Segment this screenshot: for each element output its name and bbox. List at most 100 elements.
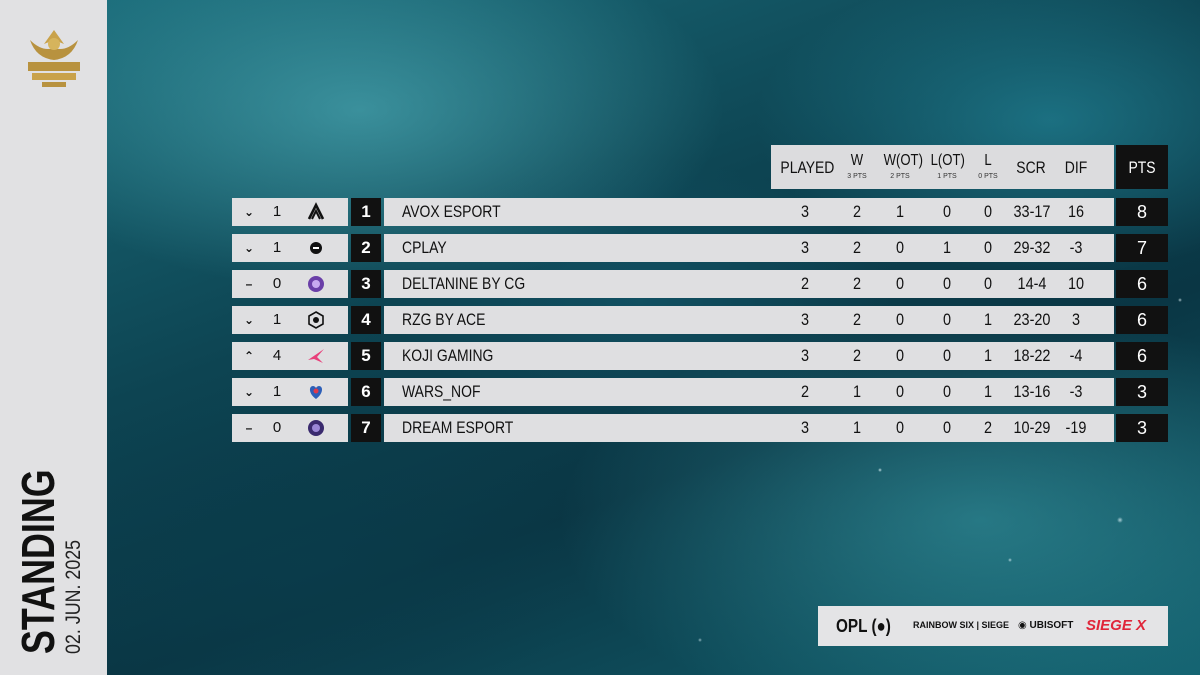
team-logo-icon bbox=[306, 418, 326, 438]
header-lot-sub: 1 PTS bbox=[937, 173, 957, 180]
cell-wot: 0 bbox=[895, 346, 905, 365]
position-change: 0 bbox=[272, 275, 282, 292]
cell-l: 1 bbox=[983, 310, 993, 329]
cell-lot: 0 bbox=[942, 310, 952, 329]
cell-wot: 1 bbox=[895, 202, 905, 221]
row-main-cell bbox=[384, 306, 1114, 334]
cell-dif: -3 bbox=[1069, 382, 1083, 401]
header-played: PLAYED bbox=[780, 158, 835, 177]
position-change: 1 bbox=[272, 239, 282, 256]
cell-wot: 0 bbox=[895, 310, 905, 329]
points: 6 bbox=[1116, 270, 1168, 298]
team-name: WARS_NOF bbox=[402, 382, 481, 401]
rank: 3 bbox=[351, 270, 381, 298]
cell-played: 3 bbox=[800, 238, 810, 257]
table-row: ⌃ 4 5 KOJI GAMING 3 2 0 0 1 18-22 -4 6 bbox=[232, 342, 1168, 370]
cell-scr: 14-4 bbox=[1017, 274, 1047, 293]
position-change: 4 bbox=[272, 347, 282, 364]
header-wot: W(OT) bbox=[883, 152, 923, 169]
cell-scr: 13-16 bbox=[1013, 382, 1051, 401]
position-change: 1 bbox=[272, 203, 282, 220]
row-trend-cell bbox=[232, 414, 348, 442]
cell-played: 2 bbox=[800, 382, 810, 401]
team-name: AVOX ESPORT bbox=[402, 202, 501, 221]
cell-w: 2 bbox=[852, 238, 862, 257]
rank: 5 bbox=[351, 342, 381, 370]
header-w-sub: 3 PTS bbox=[847, 173, 867, 180]
european-masters-series-logo bbox=[28, 30, 80, 87]
row-trend-cell bbox=[232, 198, 348, 226]
trend-down-icon: ⌄ bbox=[243, 205, 255, 219]
cell-dif: -19 bbox=[1065, 418, 1087, 437]
cell-lot: 0 bbox=[942, 202, 952, 221]
cell-wot: 0 bbox=[895, 382, 905, 401]
rank: 6 bbox=[351, 378, 381, 406]
position-change: 1 bbox=[272, 383, 282, 400]
rank: 4 bbox=[351, 306, 381, 334]
cell-scr: 33-17 bbox=[1013, 202, 1051, 221]
row-main-cell bbox=[384, 378, 1114, 406]
position-change: 1 bbox=[272, 311, 282, 328]
cell-w: 2 bbox=[852, 346, 862, 365]
row-trend-cell bbox=[232, 378, 348, 406]
cell-lot: 0 bbox=[942, 418, 952, 437]
standing-date: 02. JUN. 2025 bbox=[62, 539, 85, 654]
rank: 2 bbox=[351, 234, 381, 262]
page-title: STANDING bbox=[12, 469, 64, 654]
cell-l: 1 bbox=[983, 346, 993, 365]
cell-lot: 0 bbox=[942, 274, 952, 293]
rainbow-six-siege-logo: RAINBOW SIX | SIEGE bbox=[913, 620, 1010, 630]
trend-down-icon: ⌄ bbox=[243, 385, 255, 399]
sponsor-bar: OPL (●) RAINBOW SIX | SIEGE ◉ UBISOFT SI… bbox=[818, 606, 1168, 646]
trend-down-icon: ⌄ bbox=[243, 241, 255, 255]
row-trend-cell bbox=[232, 342, 348, 370]
trend-up-icon: ⌃ bbox=[243, 349, 255, 363]
cell-wot: 0 bbox=[895, 238, 905, 257]
header-w: W bbox=[850, 152, 864, 169]
points: 3 bbox=[1116, 378, 1168, 406]
cell-dif: 3 bbox=[1071, 310, 1081, 329]
rank: 1 bbox=[351, 198, 381, 226]
header-l-sub: 0 PTS bbox=[978, 173, 998, 180]
sidebar: STANDING 02. JUN. 2025 bbox=[0, 0, 107, 675]
team-logo-icon bbox=[306, 202, 326, 222]
row-trend-cell bbox=[232, 234, 348, 262]
position-change: 0 bbox=[272, 419, 282, 436]
table-row: ⌄ 1 4 RZG BY ACE 3 2 0 0 1 23-20 3 6 bbox=[232, 306, 1168, 334]
cell-scr: 18-22 bbox=[1013, 346, 1051, 365]
row-main-cell bbox=[384, 342, 1114, 370]
sidebar-caption: STANDING 02. JUN. 2025 bbox=[12, 454, 86, 654]
table-row: – 0 7 DREAM ESPORT 3 1 0 0 2 10-29 -19 3 bbox=[232, 414, 1168, 442]
row-main-cell bbox=[384, 270, 1114, 298]
cell-l: 2 bbox=[983, 418, 993, 437]
team-logo-icon bbox=[306, 274, 326, 294]
cell-wot: 0 bbox=[895, 418, 905, 437]
header-wot-sub: 2 PTS bbox=[890, 173, 910, 180]
row-main-cell bbox=[384, 198, 1114, 226]
cell-scr: 23-20 bbox=[1013, 310, 1051, 329]
header-dif: DIF bbox=[1064, 158, 1088, 177]
cell-lot: 1 bbox=[942, 238, 952, 257]
cell-w: 2 bbox=[852, 310, 862, 329]
trend-down-icon: ⌄ bbox=[243, 313, 255, 327]
points: 6 bbox=[1116, 342, 1168, 370]
team-name: DELTANINE BY CG bbox=[402, 274, 526, 293]
cell-lot: 0 bbox=[942, 382, 952, 401]
cell-played: 3 bbox=[800, 346, 810, 365]
row-trend-cell bbox=[232, 270, 348, 298]
team-logo-icon bbox=[306, 310, 326, 330]
header-l: L bbox=[984, 152, 992, 169]
ubisoft-logo: ◉ UBISOFT bbox=[1018, 620, 1074, 631]
table-row: ⌄ 1 6 WARS_NOF 2 1 0 0 1 13-16 -3 3 bbox=[232, 378, 1168, 406]
cell-dif: 10 bbox=[1067, 274, 1085, 293]
header-pts: PTS bbox=[1128, 158, 1156, 177]
cell-lot: 0 bbox=[942, 346, 952, 365]
cell-played: 3 bbox=[800, 418, 810, 437]
header-lot: L(OT) bbox=[930, 152, 965, 169]
team-logo-icon bbox=[306, 382, 326, 402]
row-main-cell bbox=[384, 234, 1114, 262]
table-row: ⌄ 1 2 CPLAY 3 2 0 1 0 29-32 -3 7 bbox=[232, 234, 1168, 262]
row-trend-cell bbox=[232, 306, 348, 334]
cell-played: 3 bbox=[800, 202, 810, 221]
